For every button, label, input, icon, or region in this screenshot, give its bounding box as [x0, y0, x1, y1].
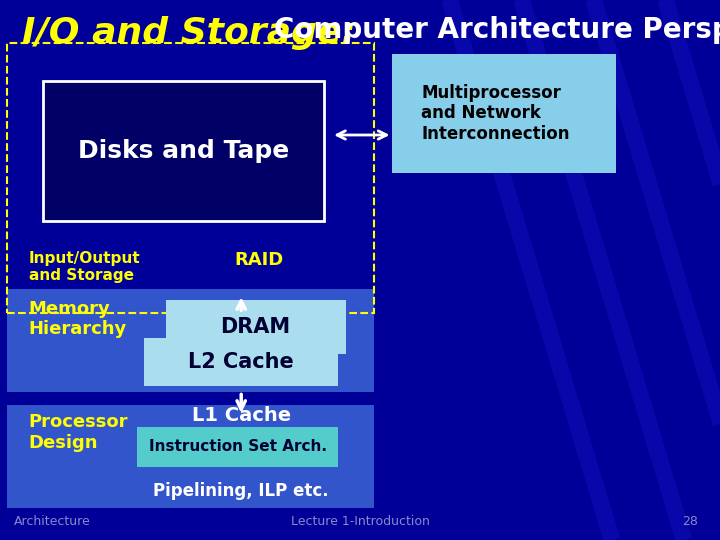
- Text: Multiprocessor
and Network
Interconnection: Multiprocessor and Network Interconnecti…: [421, 84, 570, 143]
- Text: Architecture: Architecture: [14, 515, 91, 528]
- Text: Memory
Hierarchy: Memory Hierarchy: [29, 300, 127, 339]
- Text: RAID: RAID: [234, 251, 283, 269]
- Bar: [137, 427, 338, 467]
- Text: L1 Cache: L1 Cache: [192, 406, 291, 425]
- Text: DRAM: DRAM: [220, 316, 291, 337]
- Text: Pipelining, ILP etc.: Pipelining, ILP etc.: [153, 482, 329, 500]
- Text: Instruction Set Arch.: Instruction Set Arch.: [148, 440, 327, 454]
- Bar: [43, 81, 324, 221]
- Text: Disks and Tape: Disks and Tape: [78, 139, 289, 163]
- Bar: [144, 338, 338, 386]
- Text: Input/Output
and Storage: Input/Output and Storage: [29, 251, 140, 284]
- Text: L2 Cache: L2 Cache: [189, 352, 294, 372]
- Bar: [7, 43, 374, 313]
- Text: Computer Architecture Perspective: Computer Architecture Perspective: [274, 16, 720, 44]
- Text: I/O and Storage:: I/O and Storage:: [22, 16, 356, 50]
- Text: Processor
Design: Processor Design: [29, 413, 128, 452]
- Text: Lecture 1-Introduction: Lecture 1-Introduction: [291, 515, 429, 528]
- Text: 28: 28: [683, 515, 698, 528]
- Bar: [7, 405, 374, 508]
- Bar: [392, 54, 616, 173]
- Bar: [166, 300, 346, 354]
- Bar: [7, 289, 374, 392]
